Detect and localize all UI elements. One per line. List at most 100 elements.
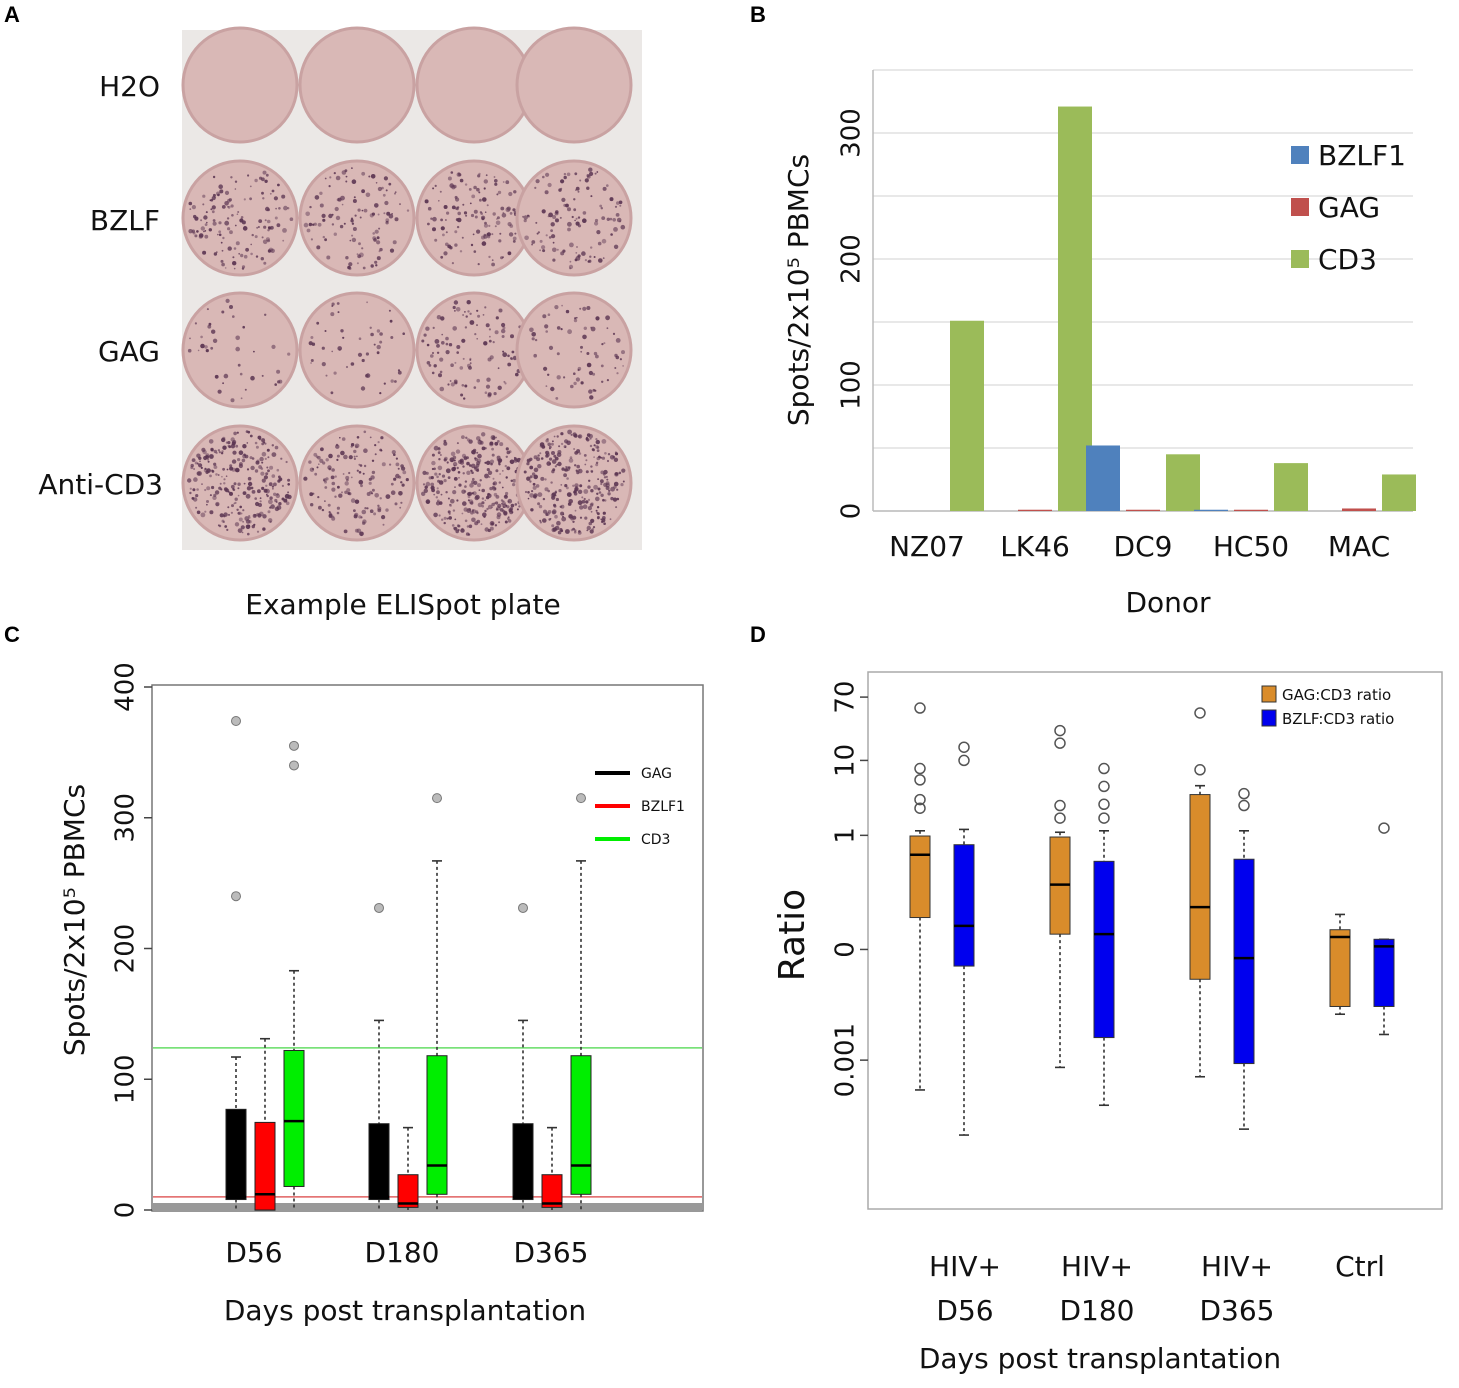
spot bbox=[261, 236, 264, 239]
spot bbox=[445, 231, 448, 234]
spot bbox=[261, 438, 265, 442]
spot bbox=[336, 302, 340, 305]
spot bbox=[427, 206, 432, 211]
spot bbox=[249, 185, 252, 188]
spot bbox=[488, 255, 491, 259]
spot bbox=[467, 310, 470, 313]
spot bbox=[328, 185, 331, 188]
spot bbox=[582, 218, 587, 223]
spot bbox=[593, 444, 596, 447]
spot bbox=[451, 459, 454, 462]
row-label-anti-cd3: Anti-CD3 bbox=[38, 468, 163, 501]
spot bbox=[242, 226, 248, 231]
spot bbox=[598, 258, 603, 263]
spot bbox=[431, 460, 436, 466]
spot bbox=[234, 188, 237, 190]
spot bbox=[218, 451, 221, 454]
spot bbox=[499, 442, 504, 447]
spot bbox=[192, 488, 196, 492]
outlier-point bbox=[374, 902, 384, 913]
spot bbox=[523, 219, 527, 223]
spot bbox=[453, 300, 459, 305]
spot bbox=[439, 357, 444, 362]
spot bbox=[224, 525, 228, 528]
spot bbox=[350, 362, 355, 366]
spot bbox=[436, 475, 439, 479]
spot bbox=[483, 341, 488, 346]
spot bbox=[321, 213, 326, 218]
spot bbox=[597, 478, 599, 480]
spot bbox=[477, 174, 481, 178]
spot bbox=[479, 479, 482, 482]
spot bbox=[547, 442, 551, 447]
spot bbox=[227, 444, 230, 447]
spot bbox=[273, 196, 278, 201]
spot bbox=[601, 439, 607, 444]
spot bbox=[434, 238, 438, 242]
spot bbox=[267, 229, 270, 232]
spot bbox=[370, 264, 374, 268]
spot bbox=[498, 481, 501, 484]
spot bbox=[477, 502, 483, 508]
spot bbox=[506, 505, 510, 509]
spot bbox=[612, 332, 616, 335]
spot bbox=[337, 346, 343, 351]
spot bbox=[548, 212, 553, 218]
spot bbox=[383, 212, 386, 215]
spot bbox=[359, 252, 364, 258]
spot bbox=[509, 507, 514, 511]
spot bbox=[536, 232, 539, 235]
spot bbox=[502, 500, 505, 503]
spot bbox=[230, 176, 233, 179]
spot bbox=[468, 439, 473, 444]
spot bbox=[256, 459, 260, 463]
spot bbox=[309, 467, 315, 472]
spot bbox=[502, 181, 505, 183]
spot bbox=[237, 211, 240, 213]
spot bbox=[593, 256, 596, 258]
spot bbox=[456, 217, 462, 223]
spot bbox=[240, 525, 245, 530]
spot bbox=[567, 329, 572, 335]
spot bbox=[310, 336, 314, 339]
spot bbox=[568, 458, 574, 463]
spot bbox=[523, 470, 527, 474]
spot bbox=[359, 464, 363, 467]
spot bbox=[223, 478, 226, 481]
spot bbox=[476, 187, 480, 192]
spot bbox=[550, 493, 556, 498]
spot bbox=[316, 245, 321, 250]
spot bbox=[508, 232, 514, 237]
spot bbox=[202, 203, 205, 206]
spot bbox=[265, 472, 269, 476]
spot bbox=[498, 308, 503, 313]
spot bbox=[200, 466, 203, 469]
spot bbox=[278, 477, 283, 482]
spot bbox=[351, 222, 355, 225]
spot bbox=[550, 386, 555, 392]
spot bbox=[237, 363, 241, 367]
spot bbox=[260, 257, 264, 261]
spot bbox=[609, 518, 612, 521]
spot bbox=[555, 218, 559, 223]
spot bbox=[273, 482, 277, 487]
spot bbox=[244, 225, 246, 228]
spot bbox=[337, 311, 340, 314]
spot bbox=[563, 172, 567, 176]
spot bbox=[454, 243, 458, 247]
spot bbox=[314, 195, 320, 200]
spot bbox=[614, 472, 619, 476]
spot bbox=[446, 211, 450, 215]
spot bbox=[543, 366, 548, 371]
spot bbox=[333, 371, 337, 375]
spot bbox=[559, 216, 562, 219]
spot bbox=[357, 254, 362, 259]
spot bbox=[501, 328, 506, 334]
spot bbox=[260, 467, 264, 470]
spot bbox=[250, 252, 253, 256]
spot bbox=[266, 448, 270, 452]
spot bbox=[435, 501, 441, 506]
spot bbox=[579, 307, 582, 310]
spot bbox=[221, 249, 224, 252]
spot bbox=[202, 250, 207, 255]
